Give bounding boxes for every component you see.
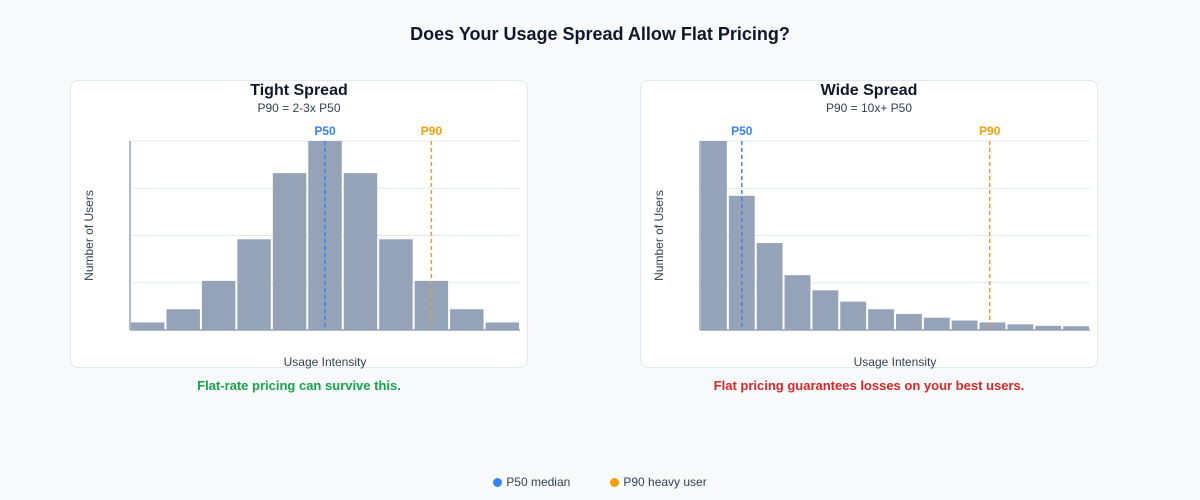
histogram-bar <box>343 173 378 330</box>
histogram-bar <box>131 322 165 330</box>
x-axis-label: Usage Intensity <box>854 355 937 369</box>
histogram-bar <box>701 141 727 330</box>
histogram-bar <box>756 243 783 330</box>
chart-panel-wide: Wide Spread P90 = 10x+ P50 P50 P90 Usage I… <box>640 80 1098 369</box>
verdict-tight: Flat-rate pricing can survive this. <box>197 378 401 393</box>
chart-subtitle: P90 = 2-3x P50 <box>257 101 341 115</box>
histogram-bar <box>784 275 811 330</box>
histogram-bar <box>450 309 484 330</box>
verdict-wide: Flat pricing guarantees losses on your b… <box>713 378 1025 393</box>
chart-title: Tight Spread <box>250 82 348 99</box>
x-axis-label: Usage Intensity <box>284 355 367 369</box>
histogram-bar <box>166 309 200 330</box>
histogram-bar <box>951 320 978 330</box>
histogram-bar <box>923 317 950 330</box>
page-title: Does Your Usage Spread Allow Flat Pricin… <box>410 24 790 44</box>
histogram-tight: P50 P90 Usage Intensity Number of Users <box>82 124 520 369</box>
legend-label: P50 median <box>506 475 571 489</box>
marker-label-p50: P50 <box>314 124 336 138</box>
histogram-bar <box>979 322 1006 330</box>
histogram-bar <box>485 322 519 330</box>
legend-dot-icon <box>610 477 620 487</box>
legend: P50 median P90 heavy user <box>0 475 1200 489</box>
histogram-bar <box>868 309 894 330</box>
chart-panel-tight: Tight Spread P90 = 2-3x P50 P50 P90 Usage … <box>70 80 528 369</box>
histogram-bar <box>272 173 307 330</box>
marker-label-p50: P50 <box>731 124 753 138</box>
legend-item-p50: P50 median <box>493 475 570 489</box>
histogram-bar <box>840 301 867 330</box>
legend-label: P90 heavy user <box>623 475 707 489</box>
y-axis-label: Number of Users <box>82 190 96 281</box>
histogram-bar <box>1035 325 1062 330</box>
histogram-bar <box>1007 324 1034 330</box>
chart-subtitle: P90 = 10x+ P50 <box>825 101 913 115</box>
histogram-bar <box>812 290 839 330</box>
histogram-bar <box>237 239 271 330</box>
chart-title: Wide Spread <box>820 82 918 99</box>
histogram-bar <box>1063 326 1089 330</box>
marker-label-p90: P90 <box>979 124 1001 138</box>
histogram-bar <box>896 313 922 330</box>
y-axis-label: Number of Users <box>652 190 666 281</box>
histogram-bar <box>379 239 413 330</box>
marker-label-p90: P90 <box>421 124 443 138</box>
legend-dot-icon <box>493 477 503 487</box>
histogram-bar <box>201 280 236 330</box>
histogram-wide: P50 P90 Usage Intensity Number of Users <box>652 124 1090 369</box>
legend-item-p90: P90 heavy user <box>610 475 707 489</box>
